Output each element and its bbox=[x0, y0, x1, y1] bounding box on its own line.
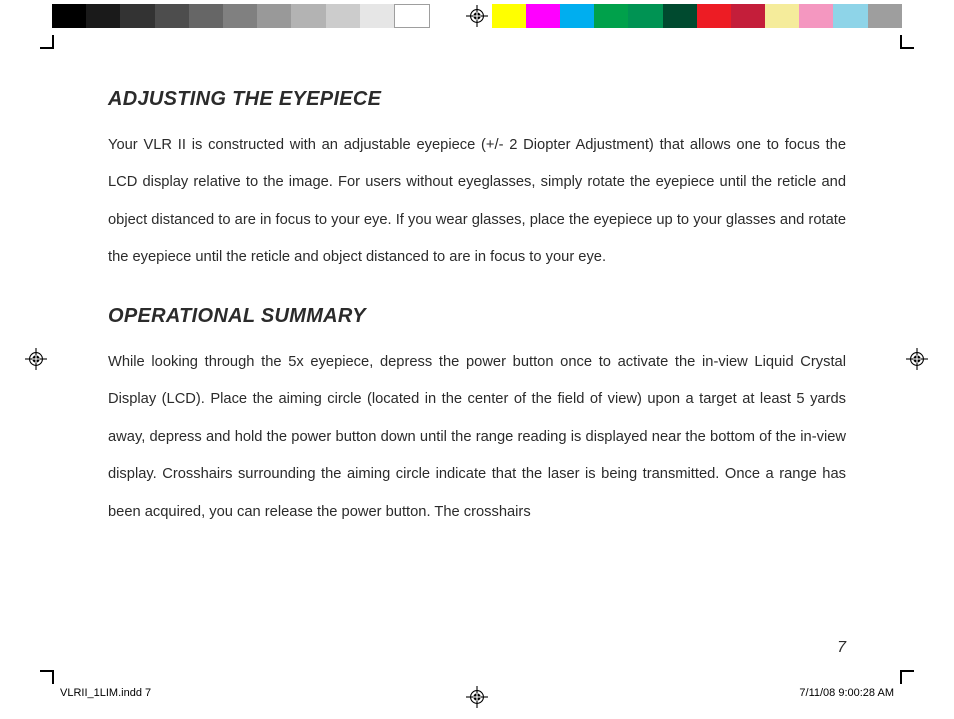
crop-mark bbox=[52, 670, 54, 684]
registration-mark-right bbox=[906, 348, 928, 370]
crop-mark bbox=[900, 670, 914, 672]
registration-mark-top bbox=[466, 5, 488, 27]
crop-mark bbox=[900, 670, 902, 684]
slug-line: VLRII_1LIM.indd 7 7/11/08 9:00:28 AM bbox=[60, 687, 894, 699]
page-number: 7 bbox=[837, 639, 846, 657]
crop-mark bbox=[40, 670, 54, 672]
slug-datetime: 7/11/08 9:00:28 AM bbox=[799, 687, 894, 699]
registration-mark-left bbox=[25, 348, 47, 370]
heading-adjusting-eyepiece: ADJUSTING THE EYEPIECE bbox=[108, 88, 846, 111]
crop-mark bbox=[40, 47, 54, 49]
body-adjusting-eyepiece: Your VLR II is constructed with an adjus… bbox=[108, 127, 846, 277]
crop-mark bbox=[900, 47, 914, 49]
heading-operational-summary: OPERATIONAL SUMMARY bbox=[108, 305, 846, 328]
body-operational-summary: While looking through the 5x eyepiece, d… bbox=[108, 344, 846, 531]
slug-filename: VLRII_1LIM.indd 7 bbox=[60, 687, 151, 699]
page-content: ADJUSTING THE EYEPIECE Your VLR II is co… bbox=[54, 48, 900, 671]
